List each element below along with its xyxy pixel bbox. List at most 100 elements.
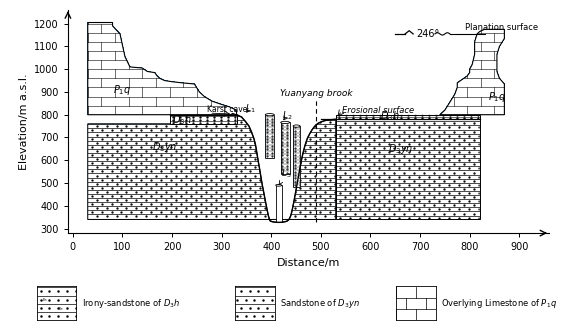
Polygon shape: [88, 23, 237, 115]
Polygon shape: [88, 23, 237, 115]
Y-axis label: Elevation/m a.s.l.: Elevation/m a.s.l.: [19, 73, 29, 170]
Polygon shape: [88, 23, 237, 115]
Polygon shape: [440, 29, 504, 115]
Polygon shape: [336, 119, 479, 219]
Polygon shape: [265, 115, 275, 158]
Polygon shape: [440, 29, 504, 115]
Polygon shape: [88, 23, 237, 115]
Polygon shape: [88, 23, 237, 115]
Polygon shape: [88, 23, 237, 115]
Polygon shape: [88, 23, 237, 115]
Polygon shape: [88, 23, 237, 115]
Polygon shape: [88, 23, 237, 115]
Text: Sandstone of $D_3yn$: Sandstone of $D_3yn$: [280, 296, 360, 310]
Polygon shape: [88, 23, 237, 115]
Polygon shape: [88, 23, 237, 115]
Polygon shape: [88, 115, 336, 222]
Polygon shape: [88, 23, 237, 115]
Polygon shape: [88, 23, 237, 115]
Polygon shape: [440, 29, 504, 115]
Polygon shape: [88, 23, 237, 115]
Polygon shape: [440, 29, 504, 115]
Polygon shape: [440, 29, 504, 115]
Text: Yuanyang brook: Yuanyang brook: [280, 89, 352, 98]
Text: $D_3yn$: $D_3yn$: [388, 142, 413, 156]
Polygon shape: [88, 23, 237, 115]
Polygon shape: [88, 23, 237, 115]
Polygon shape: [440, 29, 504, 115]
Polygon shape: [265, 115, 275, 158]
Polygon shape: [88, 23, 237, 115]
Polygon shape: [440, 29, 504, 115]
Polygon shape: [293, 126, 300, 187]
Text: $D_3yn$: $D_3yn$: [152, 140, 177, 154]
Ellipse shape: [265, 114, 275, 116]
Polygon shape: [88, 23, 237, 115]
Polygon shape: [170, 115, 237, 124]
Polygon shape: [88, 23, 237, 115]
Polygon shape: [88, 23, 237, 115]
Polygon shape: [440, 29, 504, 115]
Polygon shape: [293, 126, 300, 187]
Polygon shape: [88, 23, 237, 115]
Polygon shape: [88, 23, 237, 115]
Polygon shape: [88, 23, 237, 115]
Text: Karst cave: Karst cave: [207, 105, 247, 114]
Ellipse shape: [281, 121, 290, 124]
Polygon shape: [440, 29, 504, 115]
Polygon shape: [88, 23, 237, 115]
Polygon shape: [88, 23, 237, 115]
Polygon shape: [88, 23, 237, 115]
Polygon shape: [88, 23, 237, 115]
Polygon shape: [88, 23, 237, 115]
Text: Irony-sandstone of $D_3h$: Irony-sandstone of $D_3h$: [82, 296, 181, 310]
Polygon shape: [88, 23, 237, 115]
Polygon shape: [88, 23, 237, 115]
Polygon shape: [440, 29, 504, 115]
Polygon shape: [88, 23, 237, 115]
Polygon shape: [88, 23, 237, 115]
Polygon shape: [88, 23, 237, 115]
Polygon shape: [88, 23, 237, 115]
Polygon shape: [88, 23, 237, 115]
Text: Fe: Fe: [58, 307, 63, 311]
Polygon shape: [88, 23, 237, 115]
Polygon shape: [440, 29, 504, 115]
Polygon shape: [293, 126, 300, 187]
Polygon shape: [88, 23, 237, 115]
Polygon shape: [440, 29, 504, 115]
Polygon shape: [88, 23, 237, 115]
Polygon shape: [88, 23, 237, 115]
Polygon shape: [440, 29, 504, 115]
Polygon shape: [88, 23, 237, 115]
Polygon shape: [88, 23, 237, 115]
Polygon shape: [440, 29, 504, 115]
Polygon shape: [88, 23, 237, 115]
Text: $P_1q$: $P_1q$: [113, 83, 132, 97]
Polygon shape: [440, 29, 504, 115]
Text: Overlying Limestone of $P_1q$: Overlying Limestone of $P_1q$: [441, 296, 558, 310]
Polygon shape: [88, 23, 237, 115]
Polygon shape: [88, 23, 237, 115]
Polygon shape: [88, 23, 237, 115]
Polygon shape: [88, 23, 237, 115]
Polygon shape: [440, 29, 504, 115]
Polygon shape: [440, 29, 504, 115]
Polygon shape: [88, 23, 237, 115]
Polygon shape: [440, 29, 504, 115]
Polygon shape: [88, 23, 237, 115]
Polygon shape: [265, 115, 275, 158]
Polygon shape: [88, 23, 237, 115]
Polygon shape: [88, 23, 237, 115]
Polygon shape: [88, 23, 237, 115]
Polygon shape: [440, 29, 504, 115]
Polygon shape: [440, 29, 504, 115]
Polygon shape: [88, 23, 237, 115]
Polygon shape: [88, 23, 237, 115]
Polygon shape: [88, 23, 237, 115]
Polygon shape: [440, 29, 504, 115]
Polygon shape: [88, 23, 237, 115]
Polygon shape: [440, 29, 504, 115]
Polygon shape: [440, 29, 504, 115]
Polygon shape: [336, 115, 479, 119]
